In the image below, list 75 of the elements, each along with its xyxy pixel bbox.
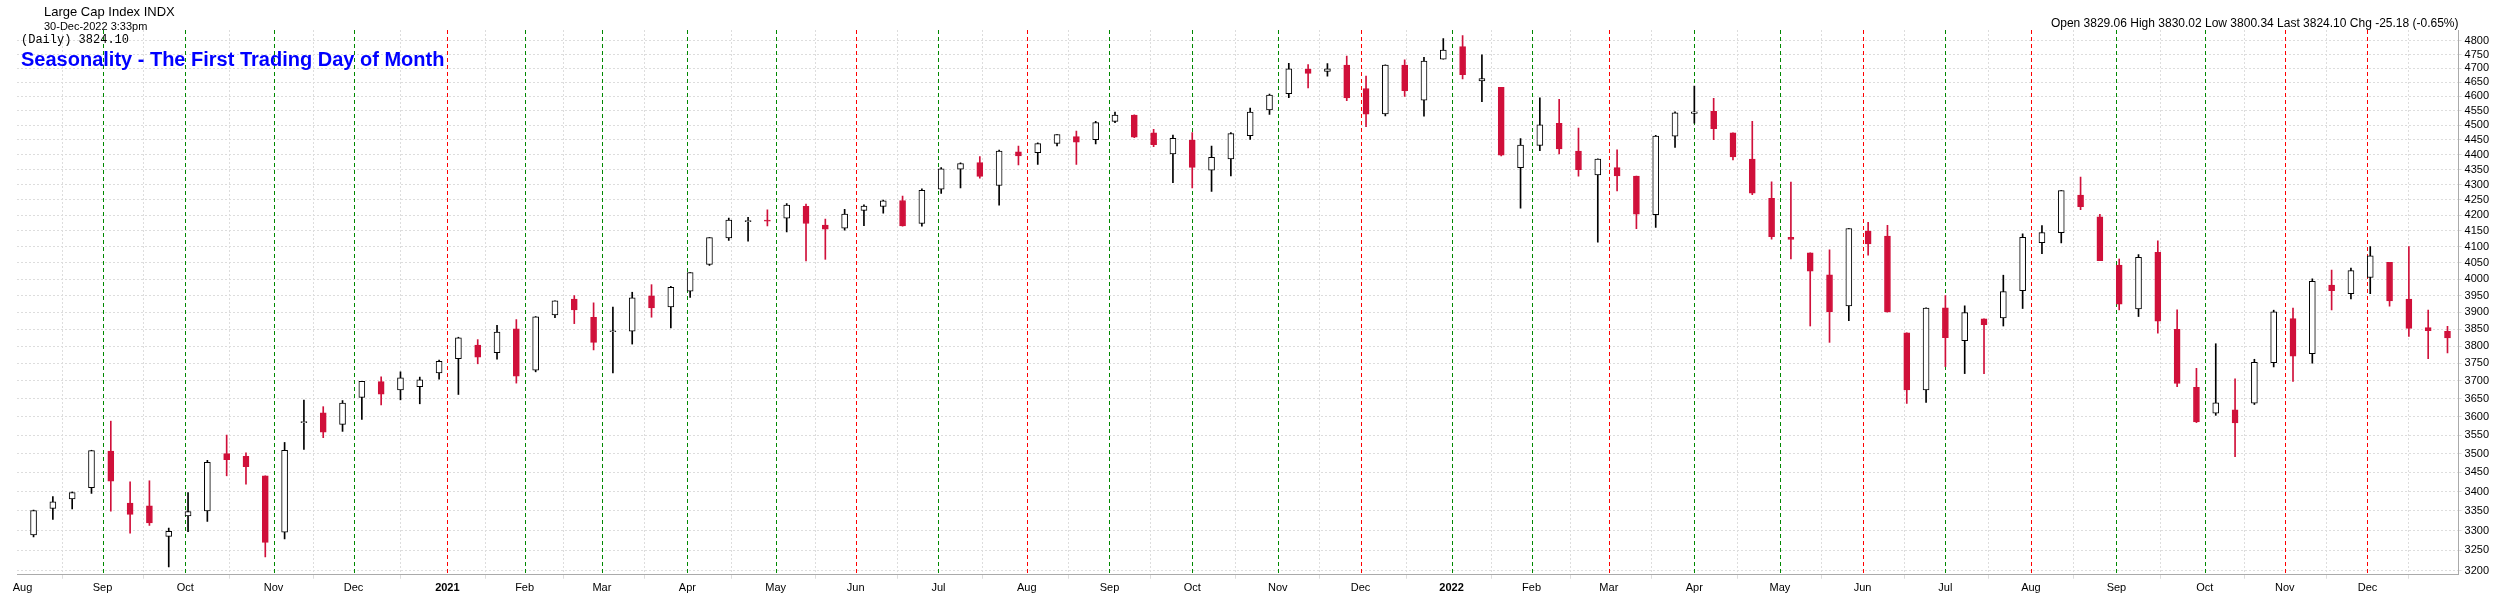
y-tick-label: 3600 [2464,409,2490,422]
y-tick-label: 4150 [2464,224,2490,237]
x-tick-label: Oct [2196,581,2214,594]
y-tick-label: 3250 [2464,543,2490,556]
x-tick-label: Dec [343,581,364,594]
y-tick-label: 4300 [2464,177,2490,190]
x-tick-label: Sep [2106,581,2127,594]
y-tick-label: 4050 [2464,255,2490,268]
candlestick [2212,343,2220,416]
x-tick-label: Nov [263,581,284,594]
y-tick-label: 4450 [2464,132,2490,145]
y-tick-label: 4400 [2464,147,2490,160]
x-tick-label: 2021 [435,581,460,594]
x-tick-label: Dec [2357,581,2378,594]
y-tick-label: 4000 [2464,272,2490,285]
y-tick-label: 3400 [2464,484,2490,497]
y-tick-label: 3450 [2464,465,2490,478]
y-tick-label: 4100 [2464,239,2490,252]
y-tick-label: 4650 [2464,75,2490,88]
x-tick-label: Aug [2021,581,2041,594]
y-tick-label: 4700 [2464,61,2490,74]
x-tick-label: Apr [678,581,697,594]
y-tick-label: 3750 [2464,356,2490,369]
candlestick [2424,309,2432,359]
x-tick-label: Nov [2274,581,2296,594]
y-tick-label: 3650 [2464,391,2490,404]
y-tick-label: 3850 [2464,322,2490,335]
annotation: Open 3829.06 High 3830.02 Low 3800.34 Last 3824.10 Chg -25.18 (-0.65%) [2050,16,2459,30]
x-tick-label: Jun [1853,581,1872,594]
x-tick-label: Jul [1938,581,1953,594]
x-tick-label: Oct [176,581,194,594]
x-tick-label: Sep [92,581,113,594]
annotation: (Daily) 3824.10 [21,33,130,47]
x-tick-label: Jun [846,581,865,594]
x-tick-label: Oct [1183,581,1201,594]
y-tick-label: 4200 [2464,208,2490,221]
y-tick-label: 3300 [2464,523,2490,536]
annotation: 30-Dec-2022 3:33pm [44,20,148,32]
candlestick [1787,181,1795,260]
y-tick-label: 4800 [2464,33,2490,46]
x-tick-label: Mar [1599,581,1619,594]
x-tick-label: 2022 [1439,581,1464,594]
y-tick-label: 4600 [2464,89,2490,102]
y-tick-label: 3350 [2464,503,2490,516]
candlestick [165,527,173,568]
x-tick-label: Feb [515,581,535,594]
x-tick-label: Jul [931,581,946,594]
candlestick [1304,64,1312,89]
x-tick-label: Aug [12,581,33,594]
y-tick-label: 4350 [2464,162,2490,175]
x-tick-label: Aug [1016,581,1037,594]
y-tick-label: 4250 [2464,192,2490,205]
y-tick-label: 3950 [2464,288,2490,301]
chart-subtitle: Large Cap Index INDX [44,4,175,19]
x-tick-label: Dec [1350,581,1371,594]
x-tick-label: Sep [1099,581,1120,594]
y-tick-label: 4500 [2464,118,2490,131]
y-tick-label: 3550 [2464,428,2490,441]
candlestick [1478,54,1486,102]
x-tick-label: Nov [1267,581,1289,594]
text: Seasonality - The First Trading Day of Month [21,48,445,70]
y-tick-label: 4750 [2464,47,2490,60]
candlestick [609,306,617,374]
x-tick-label: Apr [1685,581,1704,594]
x-tick-label: Mar [592,581,612,594]
y-tick-label: 3700 [2464,374,2490,387]
y-tick-label: 3500 [2464,446,2490,459]
y-tick-label: 3200 [2464,563,2490,576]
candlestick [1594,158,1602,243]
y-tick-label: 3900 [2464,305,2490,318]
x-tick-label: May [765,581,787,594]
x-tick-label: Feb [1522,581,1542,594]
y-tick-label: 4550 [2464,103,2490,116]
x-tick-label: May [1769,581,1791,594]
y-tick-label: 3800 [2464,339,2490,352]
